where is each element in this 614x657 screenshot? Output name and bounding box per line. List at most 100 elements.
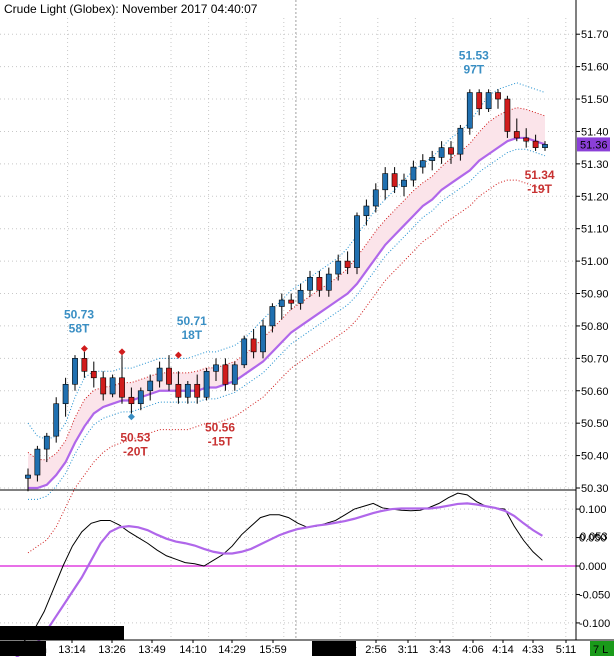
candle <box>391 167 398 194</box>
candle-body <box>166 367 172 385</box>
osc-tick-label: -0.100 <box>579 618 610 630</box>
candle <box>401 173 407 197</box>
osc-last-value-label: 0.053 <box>580 531 608 543</box>
swing-marker <box>127 413 135 421</box>
candle-body <box>213 364 219 372</box>
time-tick-label: 13:14 <box>58 644 86 656</box>
candle-body <box>222 364 229 385</box>
price-tick-label: 50.40 <box>581 451 609 463</box>
swing-label-price: 50.73 <box>64 308 94 322</box>
candle-body <box>278 299 285 307</box>
candle-body <box>90 371 97 379</box>
candle <box>119 355 125 404</box>
candle-body <box>43 435 50 450</box>
candle <box>81 351 88 378</box>
price-tick-label: 50.30 <box>581 483 609 495</box>
time-tick-label: 13:49 <box>138 644 166 656</box>
price-tick-label: 51.00 <box>581 256 609 268</box>
candle-body <box>34 448 41 476</box>
candle-body <box>250 338 257 353</box>
candle-body <box>532 140 539 148</box>
candle <box>278 293 285 320</box>
candle <box>203 368 210 401</box>
swing-label-ticks: -15T <box>208 435 233 449</box>
candle-body <box>485 92 492 110</box>
candle <box>382 167 389 200</box>
candle-body <box>448 147 454 155</box>
candle <box>156 361 163 388</box>
candle <box>194 374 201 404</box>
candle-body <box>231 364 238 385</box>
candle-body <box>184 383 191 398</box>
candle-body <box>495 92 501 100</box>
bars-badge-label: 7 L <box>593 644 608 656</box>
candle-body <box>241 338 248 366</box>
candle <box>513 118 520 142</box>
candle-body <box>429 157 436 161</box>
candle <box>457 124 464 161</box>
last-price-label: 51.36 <box>580 139 608 151</box>
oscillator-line <box>15 492 543 652</box>
candle <box>90 361 97 388</box>
candle-body <box>401 179 407 187</box>
oscillator-signal-line <box>15 502 543 657</box>
swing-marker <box>174 351 182 359</box>
candle <box>166 355 172 391</box>
candle-body <box>62 383 69 405</box>
candle <box>72 355 78 391</box>
candle-body <box>316 277 323 291</box>
candle <box>335 254 342 281</box>
candle <box>354 212 360 275</box>
candle <box>137 387 144 411</box>
candle <box>344 251 351 275</box>
session-label: 10-12 Th <box>3 644 47 656</box>
candle <box>476 89 483 116</box>
annotations: 50.7358T50.7118T51.5397T50.53-20T50.56-1… <box>64 48 555 458</box>
price-tick-label: 50.70 <box>581 353 609 365</box>
candle <box>504 95 511 138</box>
price-tick-label: 51.20 <box>581 191 609 203</box>
candle <box>109 374 116 398</box>
candle-body <box>119 377 125 398</box>
envelope-bands <box>27 82 546 554</box>
candle <box>532 134 539 151</box>
candle <box>466 89 473 135</box>
candle-body <box>410 166 417 181</box>
candle <box>128 387 135 414</box>
candle <box>316 270 323 297</box>
price-tick-label: 51.50 <box>581 94 609 106</box>
last-price-badge <box>577 137 610 152</box>
swing-label-ticks: 58T <box>69 322 90 336</box>
price-tick-label: 50.80 <box>581 321 609 333</box>
candle-body <box>419 160 426 168</box>
candle-body <box>307 277 313 291</box>
candle-body <box>156 367 163 382</box>
time-tick-label: 3:11 <box>398 644 419 656</box>
candle-body <box>542 144 548 148</box>
swing-label-price: 51.53 <box>459 48 489 62</box>
candle-body <box>81 358 88 372</box>
candle <box>43 432 50 463</box>
candle-body <box>363 205 370 217</box>
candle <box>523 128 530 148</box>
swing-marker <box>118 348 126 356</box>
candle <box>62 377 69 417</box>
time-tick-label: 4:33 <box>522 644 543 656</box>
candle-body <box>438 147 445 158</box>
candle-body <box>344 260 351 268</box>
candle-body <box>260 325 266 353</box>
price-tick-label: 51.40 <box>581 126 609 138</box>
candle <box>34 445 41 482</box>
candle-body <box>335 260 342 275</box>
candle <box>542 141 548 151</box>
osc-tick-label: 0.100 <box>579 504 607 516</box>
candle <box>222 358 229 391</box>
time-tick-label: 14:10 <box>179 644 207 656</box>
candle <box>100 371 107 401</box>
candle <box>448 141 454 164</box>
swing-label-price: 50.53 <box>120 430 150 444</box>
candle <box>297 283 304 310</box>
time-tick-label: 2:56 <box>365 644 386 656</box>
candle <box>241 335 248 369</box>
